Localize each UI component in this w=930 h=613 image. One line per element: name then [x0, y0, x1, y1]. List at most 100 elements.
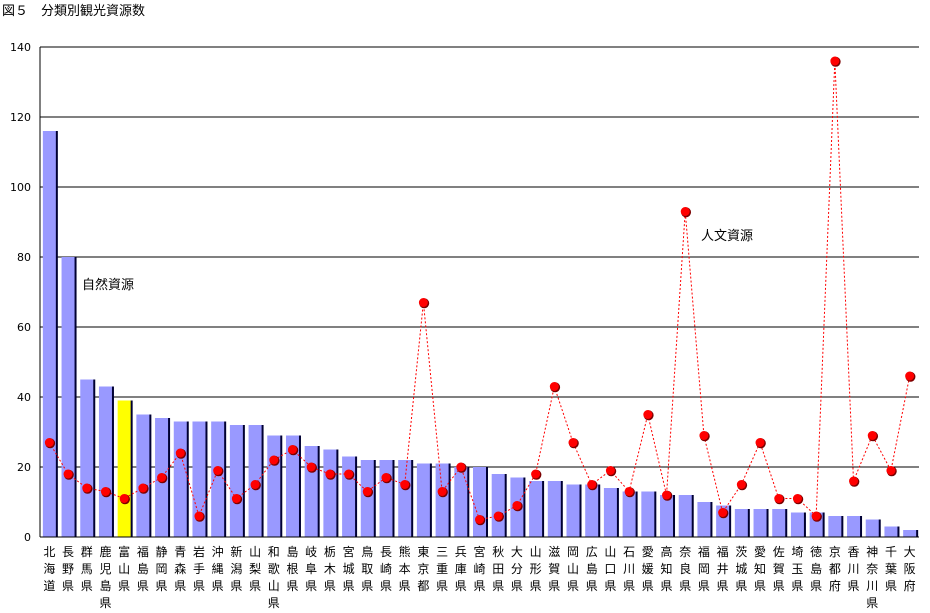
bar-島根県	[285, 435, 299, 537]
bar-神奈川県	[865, 519, 879, 537]
x-tick-label: 富山県	[118, 544, 130, 593]
axes	[39, 47, 919, 538]
x-tick-label: 沖縄県	[212, 545, 224, 593]
bar-山口県	[603, 488, 617, 537]
marker-岡山県	[568, 438, 578, 447]
marker-石川県	[624, 487, 634, 496]
x-tick-label: 広島県	[586, 545, 598, 593]
bar-鹿児島県	[98, 386, 112, 537]
y-tick-label: 40	[17, 391, 31, 404]
bar-秋田県	[491, 474, 505, 537]
annotation-cultural-resources: 人文資源	[701, 229, 753, 244]
marker-高知県	[662, 490, 672, 500]
marker-山口県	[605, 466, 615, 475]
x-tick-label: 福岡県	[698, 544, 710, 593]
x-tick-label: 埼玉県	[791, 545, 803, 593]
bar-北海道	[42, 131, 56, 537]
x-tick-label: 福島県	[137, 544, 149, 593]
marker-京都府	[830, 56, 840, 66]
grid-lines	[40, 46, 919, 468]
x-tick-label: 栃木県	[324, 545, 336, 593]
marker-長崎県	[381, 473, 391, 482]
x-tick-label: 山梨県	[249, 545, 261, 593]
marker-山形県	[531, 469, 541, 479]
marker-香川県	[849, 476, 859, 486]
x-tick-label: 三重県	[436, 545, 448, 593]
bar-滋賀県	[547, 481, 561, 537]
x-axis-labels: 北海道長野県群馬県鹿児島県富山県福島県静岡県青森県岩手県沖縄県新潟県山梨県和歌山…	[43, 544, 915, 610]
marker-長野県	[63, 469, 73, 479]
x-tick-label: 長野県	[62, 545, 74, 593]
bar-宮崎県	[473, 467, 486, 537]
x-tick-label: 新潟県	[230, 544, 242, 593]
marker-山梨県	[250, 480, 260, 489]
marker-宮崎県	[475, 515, 484, 524]
marker-栃木県	[325, 469, 335, 479]
marker-北海道	[44, 438, 54, 447]
marker-大分県	[512, 501, 522, 510]
marker-秋田県	[493, 511, 503, 521]
marker-鹿児島県	[100, 487, 110, 496]
marker-奈良県	[680, 207, 690, 216]
marker-福井県	[718, 508, 728, 517]
x-tick-label: 兵庫県	[455, 545, 467, 593]
bar-東京都	[416, 463, 430, 537]
x-tick-label: 茨城県	[735, 545, 747, 593]
y-tick-label: 140	[10, 41, 31, 54]
chart-title: 図５ 分類別観光資源数	[2, 4, 146, 19]
bar-愛媛県	[641, 491, 655, 537]
x-tick-label: 高知県	[661, 544, 673, 593]
marker-埼玉県	[792, 494, 802, 503]
y-tick-label: 80	[17, 251, 31, 264]
marker-広島県	[587, 480, 597, 489]
y-tick-label: 60	[17, 321, 31, 334]
x-tick-label: 長崎県	[380, 545, 392, 593]
marker-宮城県	[344, 469, 354, 479]
y-tick-label: 0	[24, 531, 31, 544]
marker-熊本県	[400, 480, 410, 489]
marker-新潟県	[231, 494, 241, 503]
bar-京都府	[828, 516, 842, 537]
x-tick-label: 山口県	[604, 545, 616, 593]
bar-茨城県	[734, 509, 748, 537]
bar-鳥取県	[360, 460, 374, 537]
marker-東京都	[418, 298, 428, 307]
bar-高知県	[660, 495, 674, 537]
bar-栃木県	[323, 449, 337, 537]
x-tick-label: 福井県	[717, 544, 729, 593]
bar-和歌山県	[267, 435, 281, 537]
bar-群馬県	[80, 379, 94, 537]
marker-徳島県	[811, 511, 821, 521]
bar-香川県	[847, 516, 861, 537]
bar-愛知県	[753, 509, 767, 537]
x-tick-label: 京都府	[829, 545, 841, 593]
x-tick-label: 群馬県	[81, 545, 93, 593]
x-tick-label: 山形県	[530, 545, 542, 593]
marker-茨城県	[736, 480, 746, 489]
marker-和歌山県	[269, 455, 279, 465]
bar-岐阜県	[304, 446, 318, 537]
marker-大阪府	[905, 371, 915, 381]
bar-富山県	[117, 400, 131, 537]
x-tick-label: 岐阜県	[305, 545, 317, 593]
bar-山形県	[529, 481, 543, 537]
x-tick-label: 秋田県	[492, 545, 504, 593]
x-tick-label: 北海道	[43, 545, 55, 593]
y-axis-ticks: 0 20 40 60 80 100 120 140	[10, 41, 31, 544]
marker-群馬県	[82, 483, 92, 493]
bar-宮城県	[342, 456, 356, 537]
x-tick-label: 鳥取県	[361, 544, 373, 593]
x-tick-label: 島根県	[286, 544, 298, 593]
x-tick-label: 滋賀県	[548, 545, 560, 593]
marker-鳥取県	[362, 487, 372, 496]
bar-青森県	[173, 421, 187, 537]
x-tick-label: 大分県	[511, 545, 523, 593]
marker-千葉県	[886, 466, 896, 475]
bar-埼玉県	[790, 512, 804, 537]
x-tick-label: 東京都	[417, 545, 429, 593]
bar-佐賀県	[772, 509, 786, 537]
marker-三重県	[437, 487, 447, 496]
bar-千葉県	[884, 526, 898, 537]
x-tick-label: 石川県	[623, 545, 635, 593]
